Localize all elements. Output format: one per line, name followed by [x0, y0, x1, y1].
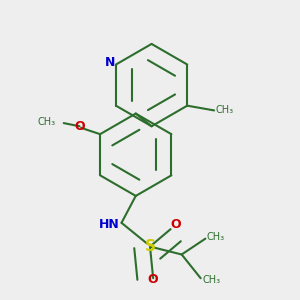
- Text: CH₃: CH₃: [202, 275, 220, 285]
- Text: CH₃: CH₃: [38, 116, 56, 127]
- Text: CH₃: CH₃: [216, 105, 234, 116]
- Text: S: S: [145, 239, 155, 254]
- Text: N: N: [104, 56, 115, 69]
- Text: O: O: [170, 218, 181, 231]
- Text: O: O: [74, 120, 85, 133]
- Text: O: O: [148, 273, 158, 286]
- Text: CH₃: CH₃: [207, 232, 225, 242]
- Text: HN: HN: [99, 218, 120, 231]
